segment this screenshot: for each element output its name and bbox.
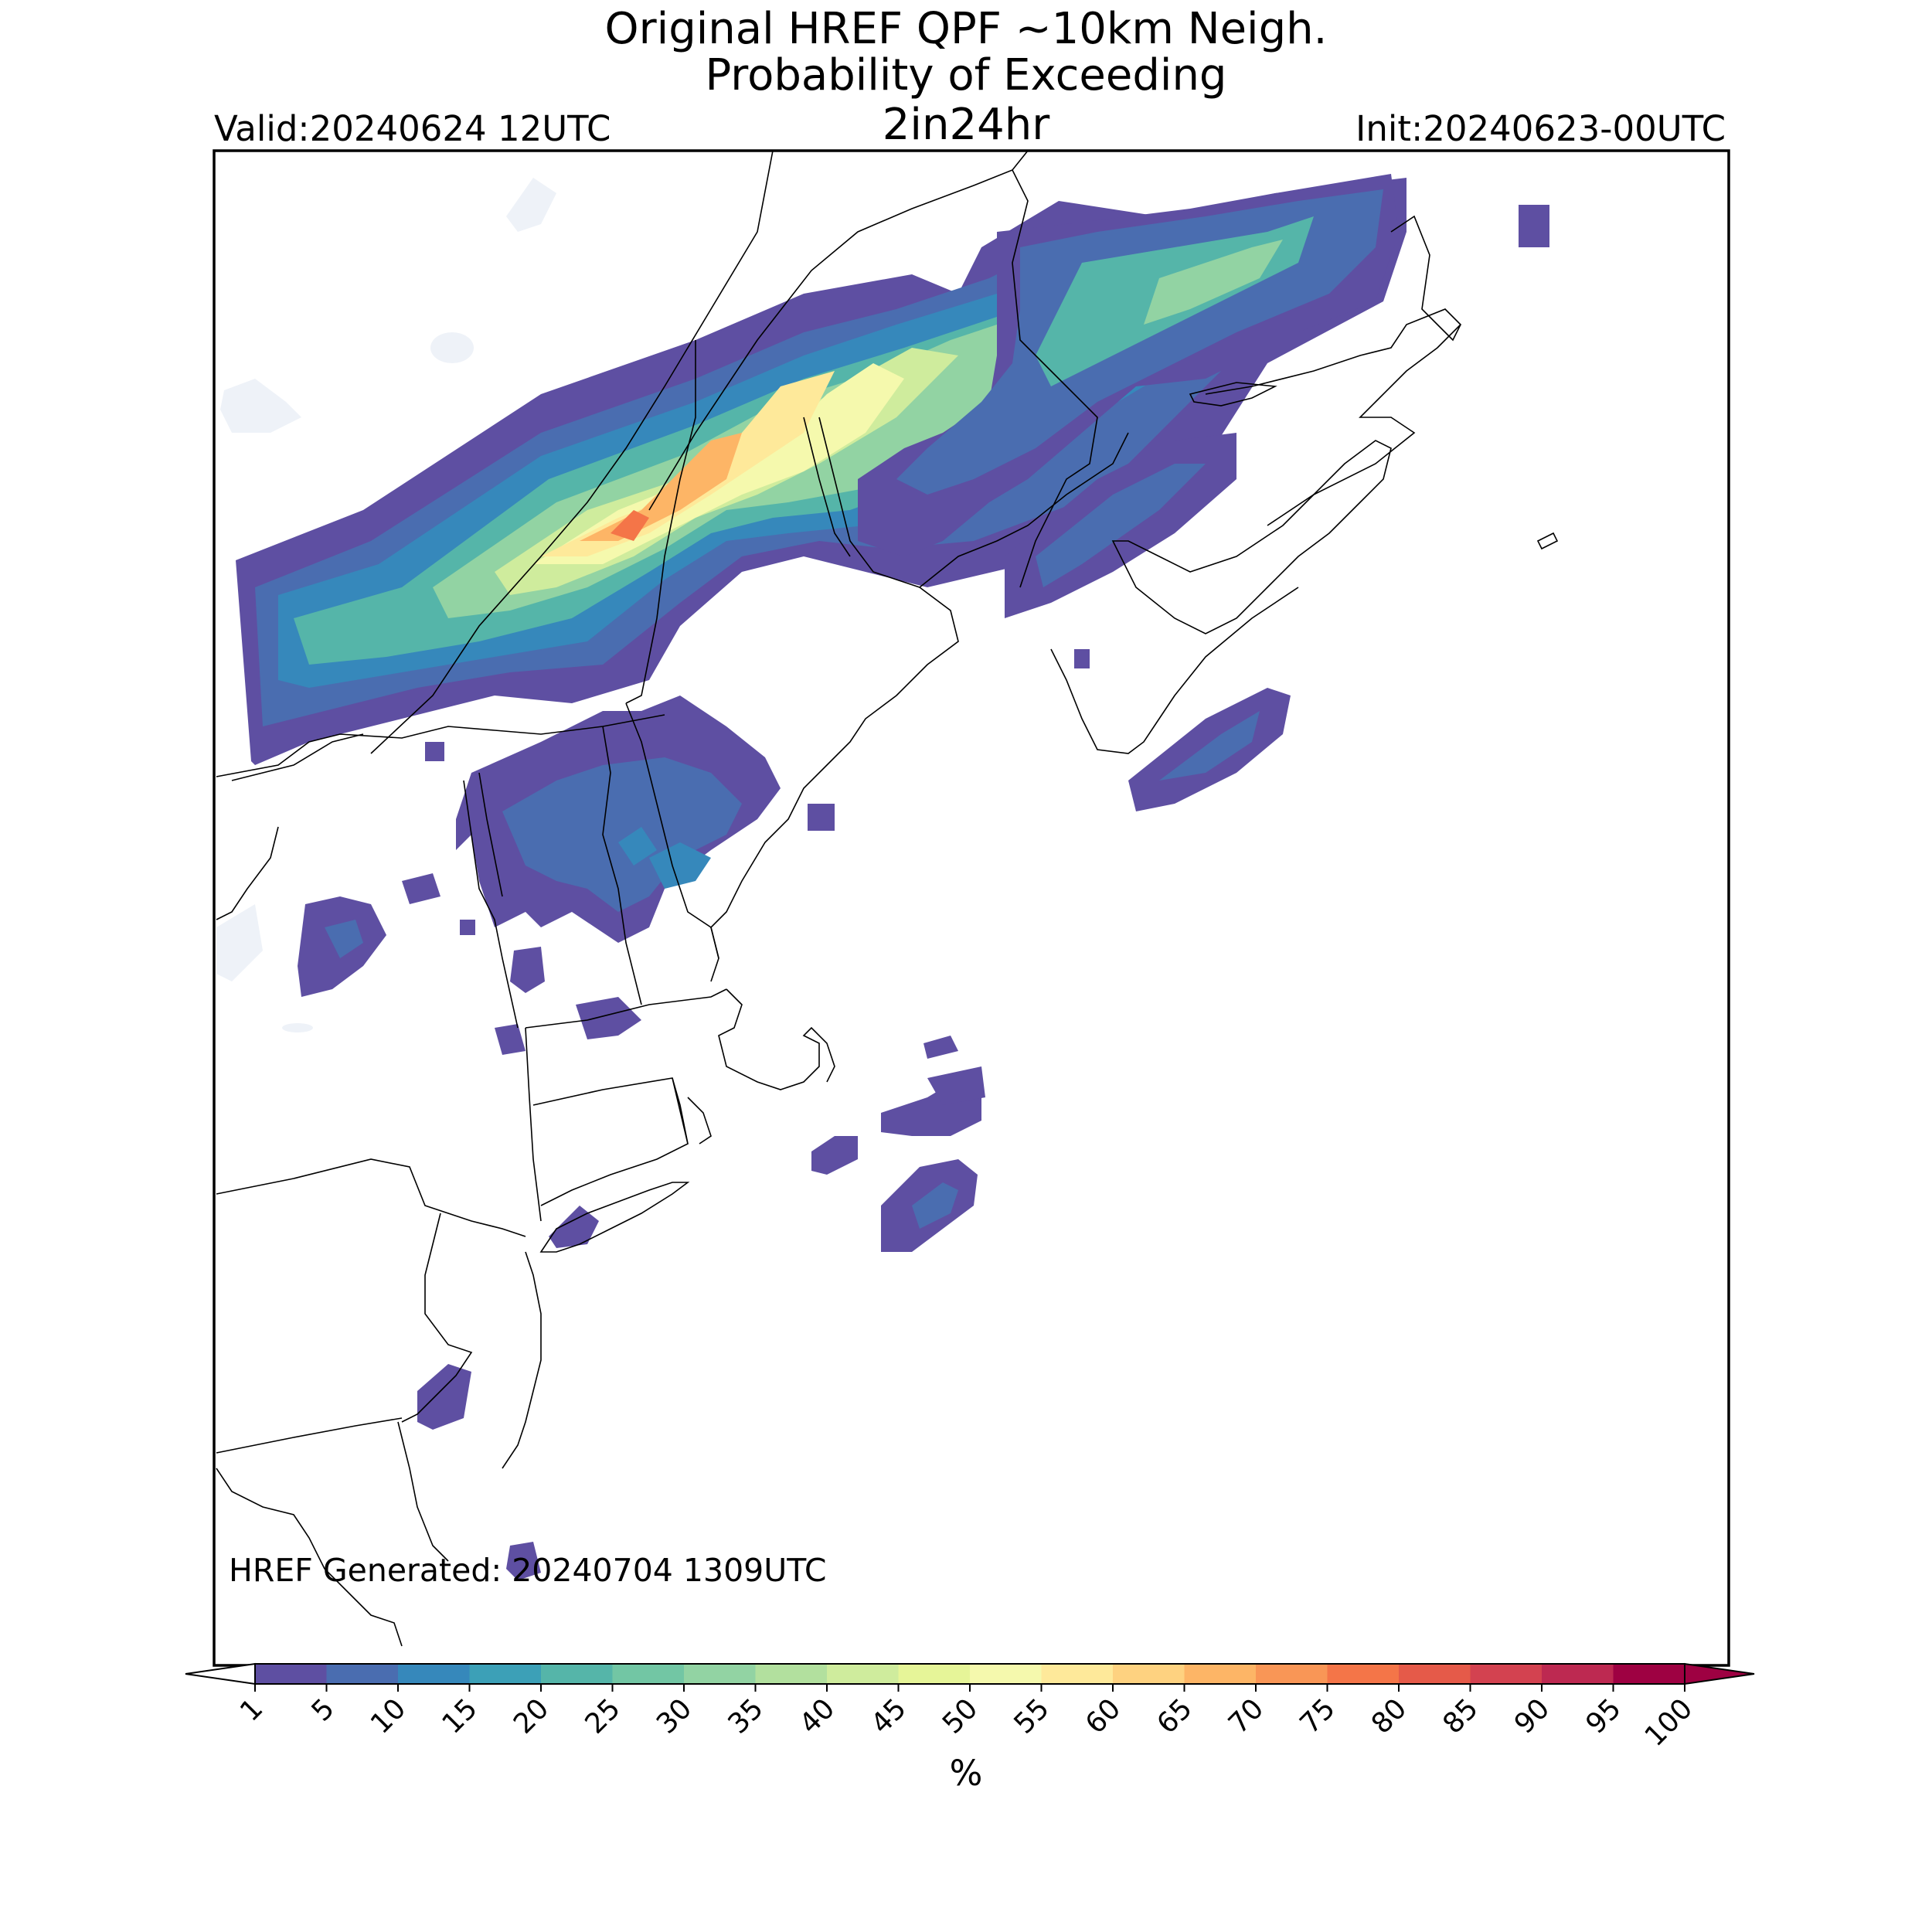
colorbar-swatch bbox=[255, 1664, 328, 1684]
de-border bbox=[397, 1421, 449, 1562]
colorbar-swatch bbox=[541, 1664, 614, 1684]
colorbar-tick-label: 70 bbox=[1223, 1692, 1270, 1740]
colorbar-tick-label: 30 bbox=[651, 1692, 698, 1740]
colorbar-swatch bbox=[1041, 1664, 1114, 1684]
maine-nb-border bbox=[818, 417, 1129, 588]
colorbar-swatch bbox=[1542, 1664, 1614, 1684]
colorbar-tick-label: 90 bbox=[1509, 1692, 1556, 1740]
colorbar: 1 5 10 15 20 25 30 35 40 45 50 55 60 65 70 75 80 85 90 95 10… bbox=[185, 1662, 1755, 1753]
band-main-60 bbox=[580, 433, 742, 541]
colorbar-over-arrow bbox=[1684, 1662, 1755, 1685]
title-line-1: Original HREF QPF ~10km Neigh. bbox=[604, 4, 1328, 54]
gaspe bbox=[1205, 308, 1462, 526]
nj-coast bbox=[502, 1251, 542, 1469]
ma-coast bbox=[718, 988, 835, 1090]
colorbar-tick-label: 1 bbox=[234, 1692, 269, 1727]
colorbar-swatch bbox=[1184, 1664, 1257, 1684]
lakes bbox=[216, 178, 556, 1032]
colorbar-tick-label: 85 bbox=[1437, 1692, 1484, 1740]
colorbar-swatch bbox=[827, 1664, 900, 1684]
colorbar-unit-label: % bbox=[949, 1753, 983, 1794]
colorbar-swatch bbox=[398, 1664, 471, 1684]
colorbar-tick-label: 60 bbox=[1080, 1692, 1127, 1740]
init-time-label: Init:20240623-00UTC bbox=[1355, 108, 1726, 149]
generated-time-label: HREF Generated: 20240704 1309UTC bbox=[229, 1552, 827, 1589]
colorbar-tick-label: 10 bbox=[365, 1692, 412, 1740]
st-lawrence-north-shore bbox=[648, 151, 1029, 511]
colorbar-swatch bbox=[970, 1664, 1043, 1684]
probability-field-east bbox=[858, 174, 1399, 556]
colorbar-swatch bbox=[469, 1664, 542, 1684]
colorbar-tick-label: 35 bbox=[722, 1692, 769, 1740]
ny-border-south bbox=[525, 1027, 542, 1222]
ny-vt-border bbox=[463, 780, 519, 1029]
vt-nh-border bbox=[602, 726, 642, 1005]
colorbar-tick-label: 65 bbox=[1151, 1692, 1198, 1740]
map-area bbox=[216, 151, 1559, 1647]
valid-time-label: Valid:20240624 12UTC bbox=[214, 108, 611, 149]
colorbar-swatch bbox=[1256, 1664, 1328, 1684]
ri-coast bbox=[687, 1097, 712, 1145]
colorbar-tick-label: 15 bbox=[436, 1692, 483, 1740]
nova-scotia bbox=[1111, 440, 1392, 634]
newfoundland-west bbox=[1390, 215, 1461, 342]
colorbar-under-arrow bbox=[185, 1662, 256, 1685]
colorbar-swatch bbox=[684, 1664, 757, 1684]
title-line-3: 2in24hr bbox=[882, 100, 1050, 150]
colorbar-tick-label: 40 bbox=[794, 1692, 841, 1740]
new-brunswick-coast bbox=[1012, 169, 1098, 588]
colorbar-swatch bbox=[898, 1664, 971, 1684]
colorbar-swatch bbox=[612, 1664, 685, 1684]
ns-southwest bbox=[1050, 587, 1299, 754]
maine-coast bbox=[710, 587, 959, 982]
ct-ri bbox=[532, 1077, 689, 1206]
st-lawrence-south-shore bbox=[370, 151, 774, 754]
colorbar-tick-label: 45 bbox=[865, 1692, 912, 1740]
band-main-70 bbox=[611, 510, 649, 541]
colorbar-swatch bbox=[1613, 1664, 1685, 1684]
colorbar-swatch bbox=[326, 1664, 399, 1684]
ri-ma bbox=[672, 1077, 689, 1145]
md-pa-border bbox=[216, 1417, 403, 1454]
ma-north-border bbox=[525, 988, 727, 1029]
colorbar-swatch bbox=[1113, 1664, 1185, 1684]
colorbar-tick-label: 80 bbox=[1366, 1692, 1413, 1740]
probability-field-ns bbox=[1005, 205, 1549, 811]
colorbar-tick-label: 100 bbox=[1639, 1692, 1699, 1753]
title-line-2: Probability of Exceeding bbox=[705, 50, 1227, 100]
probability-field-ne bbox=[298, 696, 985, 1580]
colorbar-tick-label: 95 bbox=[1580, 1692, 1627, 1740]
colorbar-tick-label: 55 bbox=[1008, 1692, 1055, 1740]
maine-inland bbox=[803, 417, 851, 557]
quebec-vermont-border bbox=[216, 714, 665, 777]
colorbar-tick-label: 75 bbox=[1294, 1692, 1341, 1740]
lake-champlain bbox=[478, 772, 503, 897]
boundaries bbox=[216, 151, 1559, 1647]
nj-border bbox=[401, 1213, 473, 1423]
long-island bbox=[539, 1182, 690, 1253]
nh-me-border bbox=[625, 702, 719, 959]
ottawa-line bbox=[231, 733, 364, 781]
pei bbox=[1189, 382, 1277, 406]
colorbar-swatch bbox=[1399, 1664, 1471, 1684]
ontario-lower bbox=[216, 826, 279, 920]
band-main-55 bbox=[541, 371, 835, 556]
pa-ny-border bbox=[216, 1158, 526, 1237]
chesapeake bbox=[216, 1468, 403, 1647]
maine-border bbox=[625, 340, 696, 704]
colorbar-swatch bbox=[755, 1664, 828, 1684]
anticosti bbox=[1536, 532, 1559, 550]
colorbar-swatch bbox=[1470, 1664, 1543, 1684]
colorbar-tick-label: 25 bbox=[579, 1692, 626, 1740]
colorbar-tick-label: 5 bbox=[306, 1692, 341, 1727]
colorbar-tick-label: 50 bbox=[937, 1692, 984, 1740]
colorbar-swatch bbox=[1327, 1664, 1400, 1684]
colorbar-tick-label: 20 bbox=[508, 1692, 555, 1740]
